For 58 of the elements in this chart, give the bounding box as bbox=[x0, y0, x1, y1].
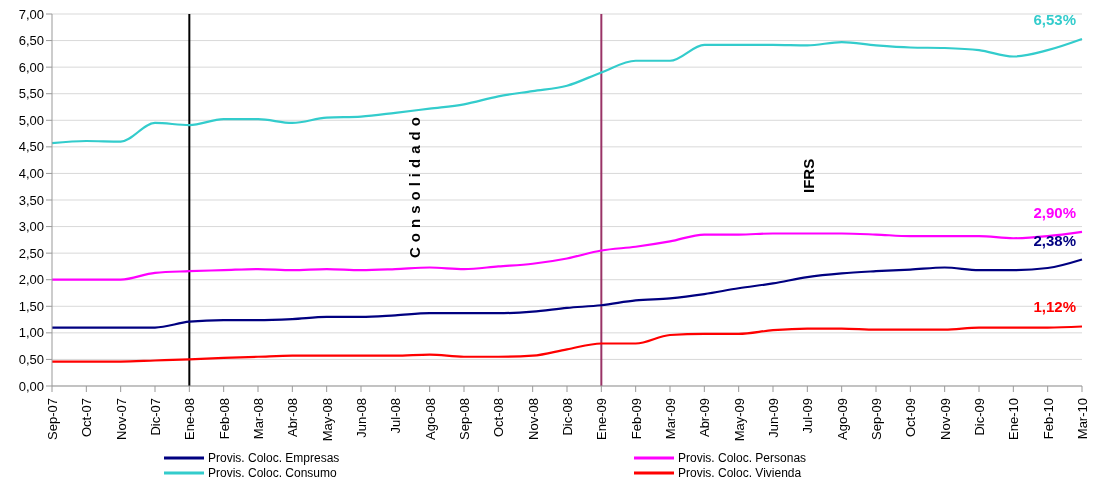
x-tick-label: Mar-09 bbox=[663, 398, 678, 440]
x-tick-label: Abr-09 bbox=[697, 398, 713, 438]
legend-label: Provis. Coloc. Personas bbox=[678, 450, 807, 465]
y-tick-label: 0,00 bbox=[18, 378, 44, 394]
line-series bbox=[50, 325, 1084, 363]
y-tick-label: 3,50 bbox=[18, 192, 44, 208]
x-tick-label: Sep-08 bbox=[457, 398, 472, 440]
x-tick-label: Ago-09 bbox=[834, 398, 850, 440]
x-tick-label: Jun-08 bbox=[354, 398, 369, 438]
y-tick-label: 0,50 bbox=[18, 352, 44, 368]
x-tick-label: Nov-09 bbox=[937, 398, 953, 440]
annotation: Consolidado bbox=[406, 112, 423, 258]
x-tick-label: Dic-08 bbox=[560, 398, 575, 436]
legend-label: Provis. Coloc. Empresas bbox=[208, 450, 340, 465]
legend-label: Provis. Coloc. Vivienda bbox=[678, 465, 802, 480]
y-tick-label: 5,00 bbox=[18, 112, 44, 128]
y-tick-label: 5,50 bbox=[18, 86, 44, 102]
x-tick-label: Mar-10 bbox=[1075, 398, 1090, 440]
x-tick-label: Ene-08 bbox=[182, 398, 198, 440]
data-label: 1,12% bbox=[1033, 298, 1076, 316]
x-tick-label: Sep-07 bbox=[45, 398, 60, 440]
x-tick-label: May-09 bbox=[731, 398, 747, 442]
x-tick-label: Feb-09 bbox=[628, 398, 644, 440]
y-tick-label: 6,50 bbox=[18, 33, 44, 49]
y-tick-label: 2,50 bbox=[18, 245, 44, 261]
x-tick-label: Jul-08 bbox=[388, 398, 404, 434]
x-tick-label: Ago-08 bbox=[422, 398, 438, 440]
y-tick-label: 6,00 bbox=[18, 59, 44, 75]
data-label: 2,38% bbox=[1033, 231, 1076, 249]
x-tick-label: Feb-10 bbox=[1040, 398, 1056, 440]
y-tick-label: 4,50 bbox=[18, 139, 44, 155]
line-series bbox=[50, 258, 1084, 329]
y-tick-label: 7,00 bbox=[18, 6, 44, 22]
y-tick-label: 4,00 bbox=[18, 166, 44, 182]
y-tick-label: 2,00 bbox=[18, 272, 44, 288]
x-tick-label: Oct-07 bbox=[79, 398, 95, 438]
annotation: IFRS bbox=[800, 158, 817, 193]
x-tick-label: Mar-08 bbox=[251, 398, 266, 440]
x-tick-label: Dic-07 bbox=[148, 398, 163, 436]
x-tick-label: Abr-08 bbox=[285, 398, 301, 438]
x-tick-label: May-08 bbox=[319, 398, 335, 442]
y-tick-label: 1,50 bbox=[18, 298, 44, 314]
y-tick-label: 3,00 bbox=[18, 219, 44, 235]
legend-label: Provis. Coloc. Consumo bbox=[208, 465, 337, 480]
data-label: 2,90% bbox=[1033, 203, 1076, 221]
x-tick-label: Jun-09 bbox=[766, 398, 781, 438]
x-tick-label: Nov-07 bbox=[113, 398, 129, 440]
x-tick-label: Ene-10 bbox=[1006, 398, 1022, 440]
x-tick-label: Jul-09 bbox=[800, 398, 816, 434]
x-tick-label: Oct-09 bbox=[903, 398, 919, 438]
x-tick-label: Feb-08 bbox=[216, 398, 232, 440]
y-tick-label: 1,00 bbox=[18, 325, 44, 341]
data-label: 6,53% bbox=[1033, 10, 1076, 28]
x-tick-label: Dic-09 bbox=[972, 398, 987, 436]
x-tick-label: Nov-08 bbox=[525, 398, 541, 440]
x-tick-label: Oct-08 bbox=[491, 398, 507, 438]
x-tick-label: Sep-09 bbox=[869, 398, 884, 440]
x-tick-label: Ene-09 bbox=[594, 398, 610, 440]
